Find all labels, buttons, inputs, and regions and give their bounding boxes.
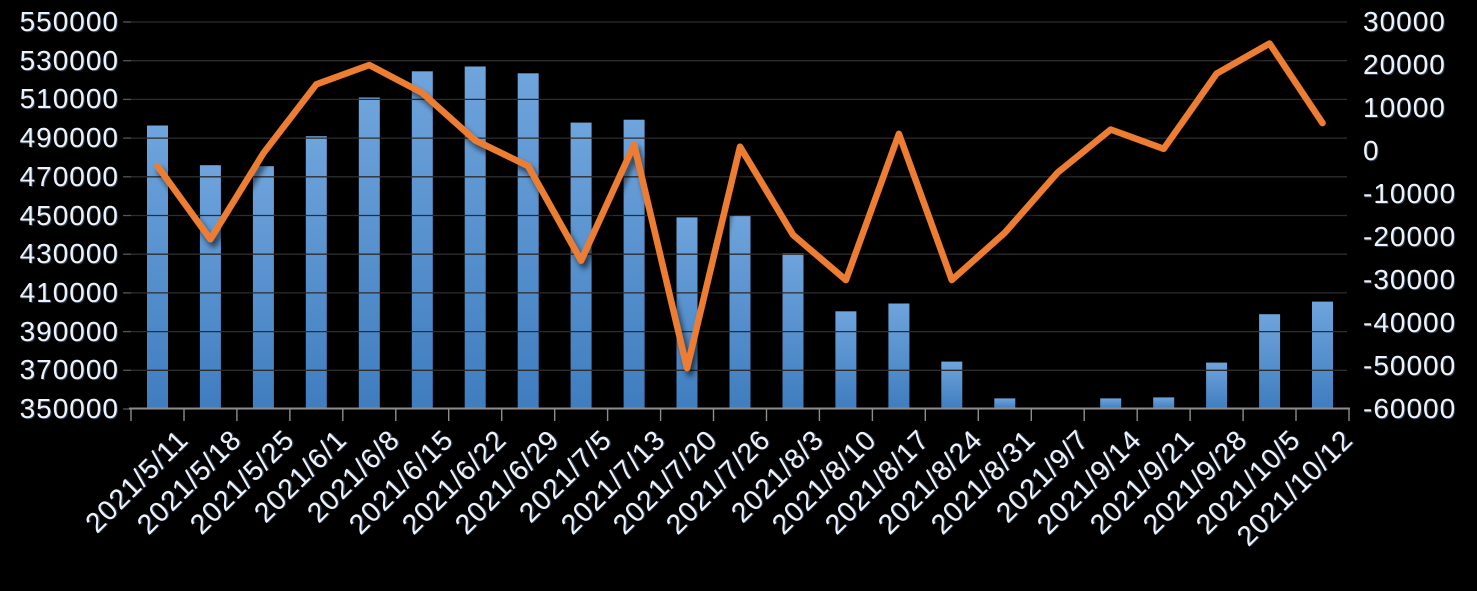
- bar: [411, 71, 433, 410]
- trend-line: [154, 40, 1326, 372]
- left-axis-tick-label: 430000: [19, 238, 119, 270]
- bar: [888, 303, 910, 409]
- bar: [835, 311, 857, 409]
- right-axis-tick-label: -10000: [1363, 178, 1457, 209]
- left-axis-tick-label: 550000: [19, 6, 119, 37]
- left-axis-tick-label: 470000: [19, 160, 119, 192]
- bar: [358, 97, 380, 409]
- right-axis-tick-label: -60000: [1363, 393, 1457, 424]
- bar: [1312, 301, 1333, 409]
- left-axis-tick-label: 530000: [19, 44, 119, 76]
- left-axis-tick-label: 450000: [19, 199, 119, 231]
- bar: [729, 215, 751, 409]
- bar: [252, 166, 274, 409]
- bar: [147, 125, 168, 409]
- bar: [305, 136, 327, 409]
- left-axis-tick-label: 510000: [19, 83, 119, 115]
- right-axis-tick-label: -40000: [1363, 307, 1457, 338]
- bar: [1100, 398, 1122, 409]
- bar: [1206, 362, 1228, 409]
- left-axis-tick-label: 370000: [19, 354, 119, 386]
- bar: [623, 119, 645, 409]
- bar: [941, 361, 963, 409]
- bar: [1259, 314, 1281, 409]
- right-axis-tick-label: -50000: [1363, 350, 1457, 381]
- right-axis-tick-label: -30000: [1363, 264, 1457, 295]
- right-axis-tick-label: -20000: [1363, 221, 1457, 252]
- left-axis-tick-label: 410000: [19, 276, 119, 308]
- right-axis-tick-label: 10000: [1363, 92, 1446, 123]
- right-axis-tick-label: 20000: [1363, 49, 1446, 80]
- left-axis-tick-label: 490000: [19, 122, 119, 154]
- left-axis-tick-label: 390000: [19, 315, 119, 347]
- bar: [676, 217, 698, 409]
- bar: [464, 66, 486, 409]
- bar: [994, 398, 1016, 409]
- left-axis-tick-label: 350000: [19, 393, 119, 424]
- bar: [1153, 397, 1175, 409]
- right-axis-tick-label: 0: [1363, 135, 1380, 166]
- right-axis-tick-label: 30000: [1363, 6, 1446, 37]
- bar: [517, 73, 539, 410]
- bar: [570, 122, 592, 409]
- bar: [199, 165, 221, 409]
